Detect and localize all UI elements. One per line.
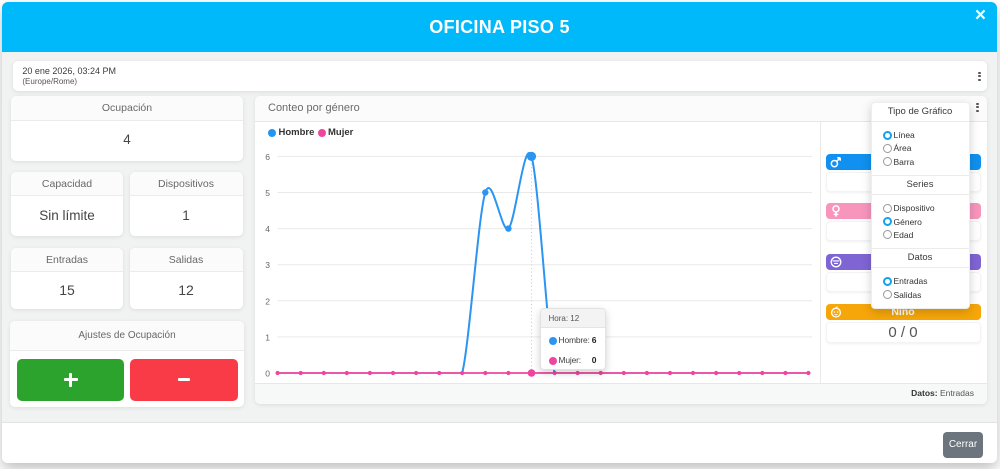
svg-text:1: 1 [265,332,270,342]
svg-text:3: 3 [265,260,270,270]
svg-text:6: 6 [265,152,270,162]
svg-text:5: 5 [265,188,270,198]
svg-text:4: 4 [265,224,270,234]
svg-text:0: 0 [265,369,270,379]
svg-text:2: 2 [265,296,270,306]
